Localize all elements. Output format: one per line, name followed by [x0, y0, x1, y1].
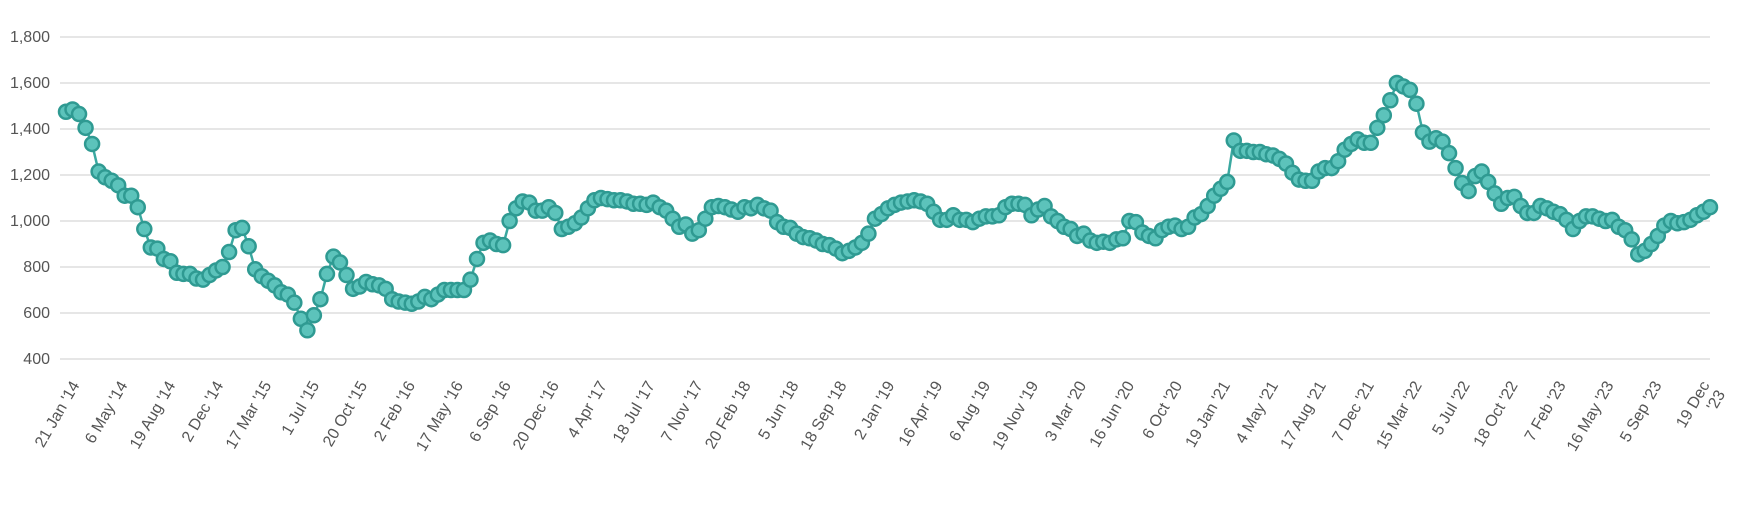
x-tick-label: 5 Sep '23	[1617, 378, 1665, 445]
data-point[interactable]	[214, 258, 231, 276]
x-tick-label: 20 Oct '15	[320, 378, 371, 449]
y-axis-ticks: 400 600 800 1,000 1,200 1,400 1,600 1,800	[10, 29, 50, 368]
data-point[interactable]	[1362, 134, 1380, 152]
x-tick-label: 6 May '14	[82, 378, 131, 446]
data-point[interactable]	[318, 265, 336, 283]
x-tick-label: 3 Mar '20	[1042, 378, 1090, 444]
x-tick-label: 7 Dec '21	[1330, 378, 1378, 445]
data-point[interactable]	[286, 294, 303, 311]
y-tick-label: 1,000	[10, 213, 50, 230]
data-point[interactable]	[83, 135, 101, 153]
x-tick-label: 7 Feb '23	[1522, 378, 1570, 444]
data-point[interactable]	[1114, 230, 1132, 247]
x-tick-label: 17 Aug '21	[1278, 378, 1330, 452]
data-point[interactable]	[1382, 92, 1399, 109]
x-tick-label: 19 Nov '19	[990, 378, 1043, 452]
x-tick-label: 18 Oct '22	[1471, 378, 1522, 449]
data-point[interactable]	[860, 225, 877, 242]
x-tick-label: 20 Dec '16	[510, 378, 563, 452]
y-tick-label: 1,400	[10, 121, 50, 138]
data-point[interactable]	[1701, 198, 1719, 216]
data-point[interactable]	[129, 198, 147, 216]
series-layer	[57, 74, 1719, 339]
data-point[interactable]	[299, 322, 316, 339]
data-point[interactable]	[233, 219, 251, 237]
data-point[interactable]	[462, 271, 479, 288]
data-point[interactable]	[77, 119, 94, 137]
x-tick-label: 21 Jan '14	[32, 378, 83, 450]
data-point[interactable]	[1447, 159, 1464, 177]
data-point[interactable]	[547, 204, 564, 222]
data-point[interactable]	[338, 266, 355, 284]
x-tick-label: 17 Mar '15	[223, 378, 275, 452]
data-point[interactable]	[494, 236, 512, 254]
data-point[interactable]	[70, 105, 88, 123]
x-tick-label: 16 Jun '20	[1087, 378, 1138, 450]
data-point[interactable]	[1218, 173, 1236, 191]
x-tick-label: 5 Jul '22	[1429, 378, 1473, 438]
x-tick-label: 2 Jan '19	[852, 378, 899, 442]
x-tick-label: 1 Jul '15	[279, 378, 323, 438]
x-tick-label: 20 Feb '18	[702, 378, 754, 452]
x-tick-label: 16 Apr '19	[896, 378, 947, 449]
y-tick-label: 400	[23, 351, 50, 368]
y-tick-label: 1,600	[10, 75, 50, 92]
data-point[interactable]	[1623, 231, 1640, 248]
data-point[interactable]	[1369, 119, 1386, 137]
x-tick-label: 19 Aug '14	[127, 378, 179, 452]
data-point[interactable]	[136, 220, 153, 238]
x-tick-label: 16 May '23	[1564, 378, 1618, 454]
y-tick-label: 600	[23, 305, 50, 322]
y-tick-label: 1,200	[10, 167, 50, 184]
x-tick-label: 18 Sep '18	[798, 378, 851, 452]
data-point[interactable]	[331, 254, 349, 271]
x-tick-label: 4 May '21	[1233, 378, 1282, 446]
data-point[interactable]	[1408, 95, 1425, 112]
x-tick-label: 6 Sep '16	[467, 378, 515, 445]
y-tick-label: 1,800	[10, 29, 50, 46]
data-point[interactable]	[240, 238, 257, 255]
x-tick-label: 5 Jun '18	[756, 378, 803, 442]
x-tick-label: 19 Jan '21	[1183, 378, 1234, 450]
data-point[interactable]	[312, 290, 329, 308]
x-tick-label: 2 Feb '16	[371, 378, 419, 444]
x-tick-label: 17 May '16	[413, 378, 467, 454]
data-point[interactable]	[1460, 182, 1477, 200]
x-tick-label: 6 Aug '19	[947, 378, 995, 444]
x-tick-label: 18 Jul '17	[610, 378, 659, 445]
data-point[interactable]	[220, 243, 238, 261]
x-tick-label: 4 Apr '17	[565, 378, 611, 441]
y-tick-label: 800	[23, 259, 50, 276]
data-point[interactable]	[1375, 106, 1393, 124]
data-point[interactable]	[501, 212, 518, 230]
x-tick-label: 6 Oct '20	[1140, 378, 1187, 442]
data-points	[57, 74, 1719, 339]
data-point[interactable]	[1401, 81, 1419, 99]
x-tick-label: 19 Dec'23	[1673, 378, 1729, 439]
data-point[interactable]	[305, 307, 323, 324]
data-point[interactable]	[1440, 144, 1458, 162]
x-tick-label: 15 Mar '22	[1374, 378, 1426, 452]
data-point[interactable]	[468, 250, 486, 268]
x-tick-label: 2 Dec '14	[179, 378, 227, 445]
x-tick-label: 7 Nov '17	[658, 378, 706, 445]
